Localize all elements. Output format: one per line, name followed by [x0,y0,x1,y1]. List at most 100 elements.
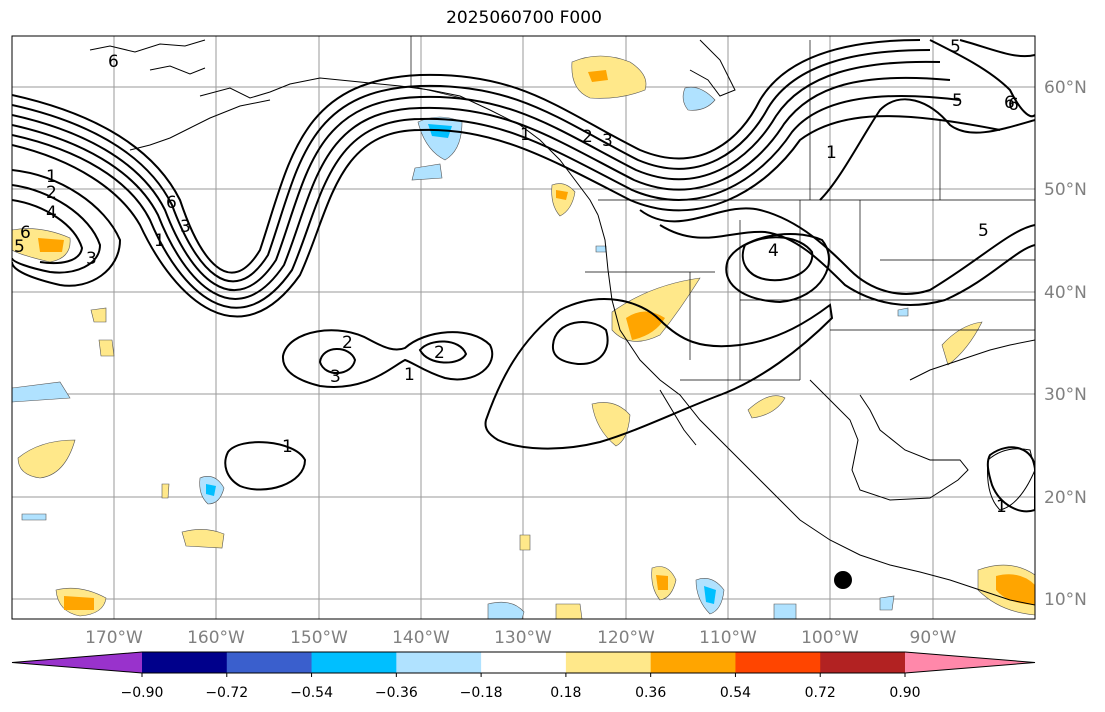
coastline [987,448,1035,511]
anomaly-patch [90,307,107,323]
contour-line [281,329,494,388]
contour-label: 5 [978,221,989,241]
colorbar-tick-label: −0.36 [375,685,418,701]
coastline [659,389,697,446]
contour-line [819,98,1035,201]
latitude-labels: 60°N 50°N 40°N 30°N 20°N 10°N [1044,78,1087,610]
anomaly-patch [555,603,583,619]
anomaly-patch [411,163,443,181]
contour-label: 1 [826,143,837,163]
contour-label: 5 [952,91,963,111]
anomaly-patch [38,238,64,252]
contour-line [12,49,931,283]
contour-line [12,115,1001,318]
colorbar-swatch [650,652,736,673]
lon-label: 150°W [290,628,348,648]
contour-label: 6 [108,52,119,72]
contour-line [484,298,834,450]
coastline [149,65,206,75]
colorbar-swatch [142,652,228,673]
colorbar-tick-label: −0.90 [121,685,164,701]
contour-label: 5 [14,237,25,257]
contour-label: 3 [180,217,191,237]
contour-line [12,199,84,265]
lon-label: 90°W [910,628,957,648]
coastline [809,379,969,501]
anomaly-patch [656,575,668,590]
colorbar-tick-label: −0.54 [290,685,333,701]
colorbar-swatch [311,652,397,673]
coastline [909,339,1035,381]
anomaly-patch [571,55,647,99]
colorbar-tick-label: −0.72 [205,685,248,701]
coastlines [89,39,1035,606]
anomaly-patch [996,574,1035,605]
colorbar-tick-label: 0.72 [805,685,836,701]
contour-line [418,340,468,364]
contour-label: 4 [46,203,57,223]
contour-label: 1 [282,437,293,457]
coastline [129,99,271,151]
contour-line [12,76,951,300]
contour-line [659,224,1035,306]
coastline [89,39,206,53]
anomaly-patch [682,86,716,111]
contour-line [12,95,961,309]
contour-labels: 6 5 6 1 2 4 6 5 3 6 1 3 2 3 1 2 1 2 3 5 … [14,37,1019,517]
anomaly-patch [897,307,909,317]
colorbar-swatch [565,652,652,673]
location-marker [834,571,852,589]
colorbar-extend-min [12,652,142,673]
anomaly-patch [17,439,76,479]
contour-label: 6 [20,223,31,243]
contour-label: 6 [166,193,177,213]
lat-label: 20°N [1044,488,1087,508]
lat-label: 40°N [1044,283,1087,303]
lon-label: 140°W [392,628,450,648]
anomaly-patch [704,586,716,604]
anomaly-patch [519,534,531,551]
anomaly-patch [206,484,216,496]
lat-label: 30°N [1044,385,1087,405]
colorbar-swatch [396,652,482,673]
anomaly-patch [181,529,225,549]
contour-label: 1 [996,497,1007,517]
contour-label: 6 [1004,93,1015,113]
colorbar-swatch [481,652,567,673]
colorbar-swatch [735,652,821,673]
contour-label: 2 [46,183,57,203]
lat-label: 10°N [1044,590,1087,610]
contour-label: 1 [154,231,165,251]
lon-label: 120°W [597,628,655,648]
contour-line [12,184,102,274]
contour-label: 1 [46,167,57,187]
lon-label: 170°W [85,628,143,648]
contour-label: 5 [950,37,961,57]
colorbar-tick-label: 0.36 [635,685,666,701]
contour-label: 2 [342,333,353,353]
contour-label: 1 [520,125,531,145]
anomaly-patch [588,70,608,82]
colorbar-swatches [11,651,1036,674]
height-contours [12,39,1035,513]
contour-line [639,207,1035,295]
map-frame [11,35,1036,620]
contour-line [741,236,814,282]
contour-line [725,233,830,304]
lon-label: 160°W [187,628,245,648]
anomaly-patch [747,395,786,419]
contour-label: 4 [768,241,779,261]
anomaly-patch [64,596,94,610]
anomaly-patch [12,381,71,403]
longitude-labels: 170°W 160°W 150°W 140°W 130°W 120°W 110°… [85,628,957,648]
colorbar-tick-label: 0.90 [889,685,920,701]
contour-label: 6 [1008,95,1019,115]
contour-line [12,169,122,287]
contour-line [986,446,1035,513]
contour-label: 2 [434,343,445,363]
contour-line [959,39,1035,58]
map-title: 2025060700 F000 [446,8,602,28]
contour-label: 3 [330,367,341,387]
contour-line [12,39,921,274]
